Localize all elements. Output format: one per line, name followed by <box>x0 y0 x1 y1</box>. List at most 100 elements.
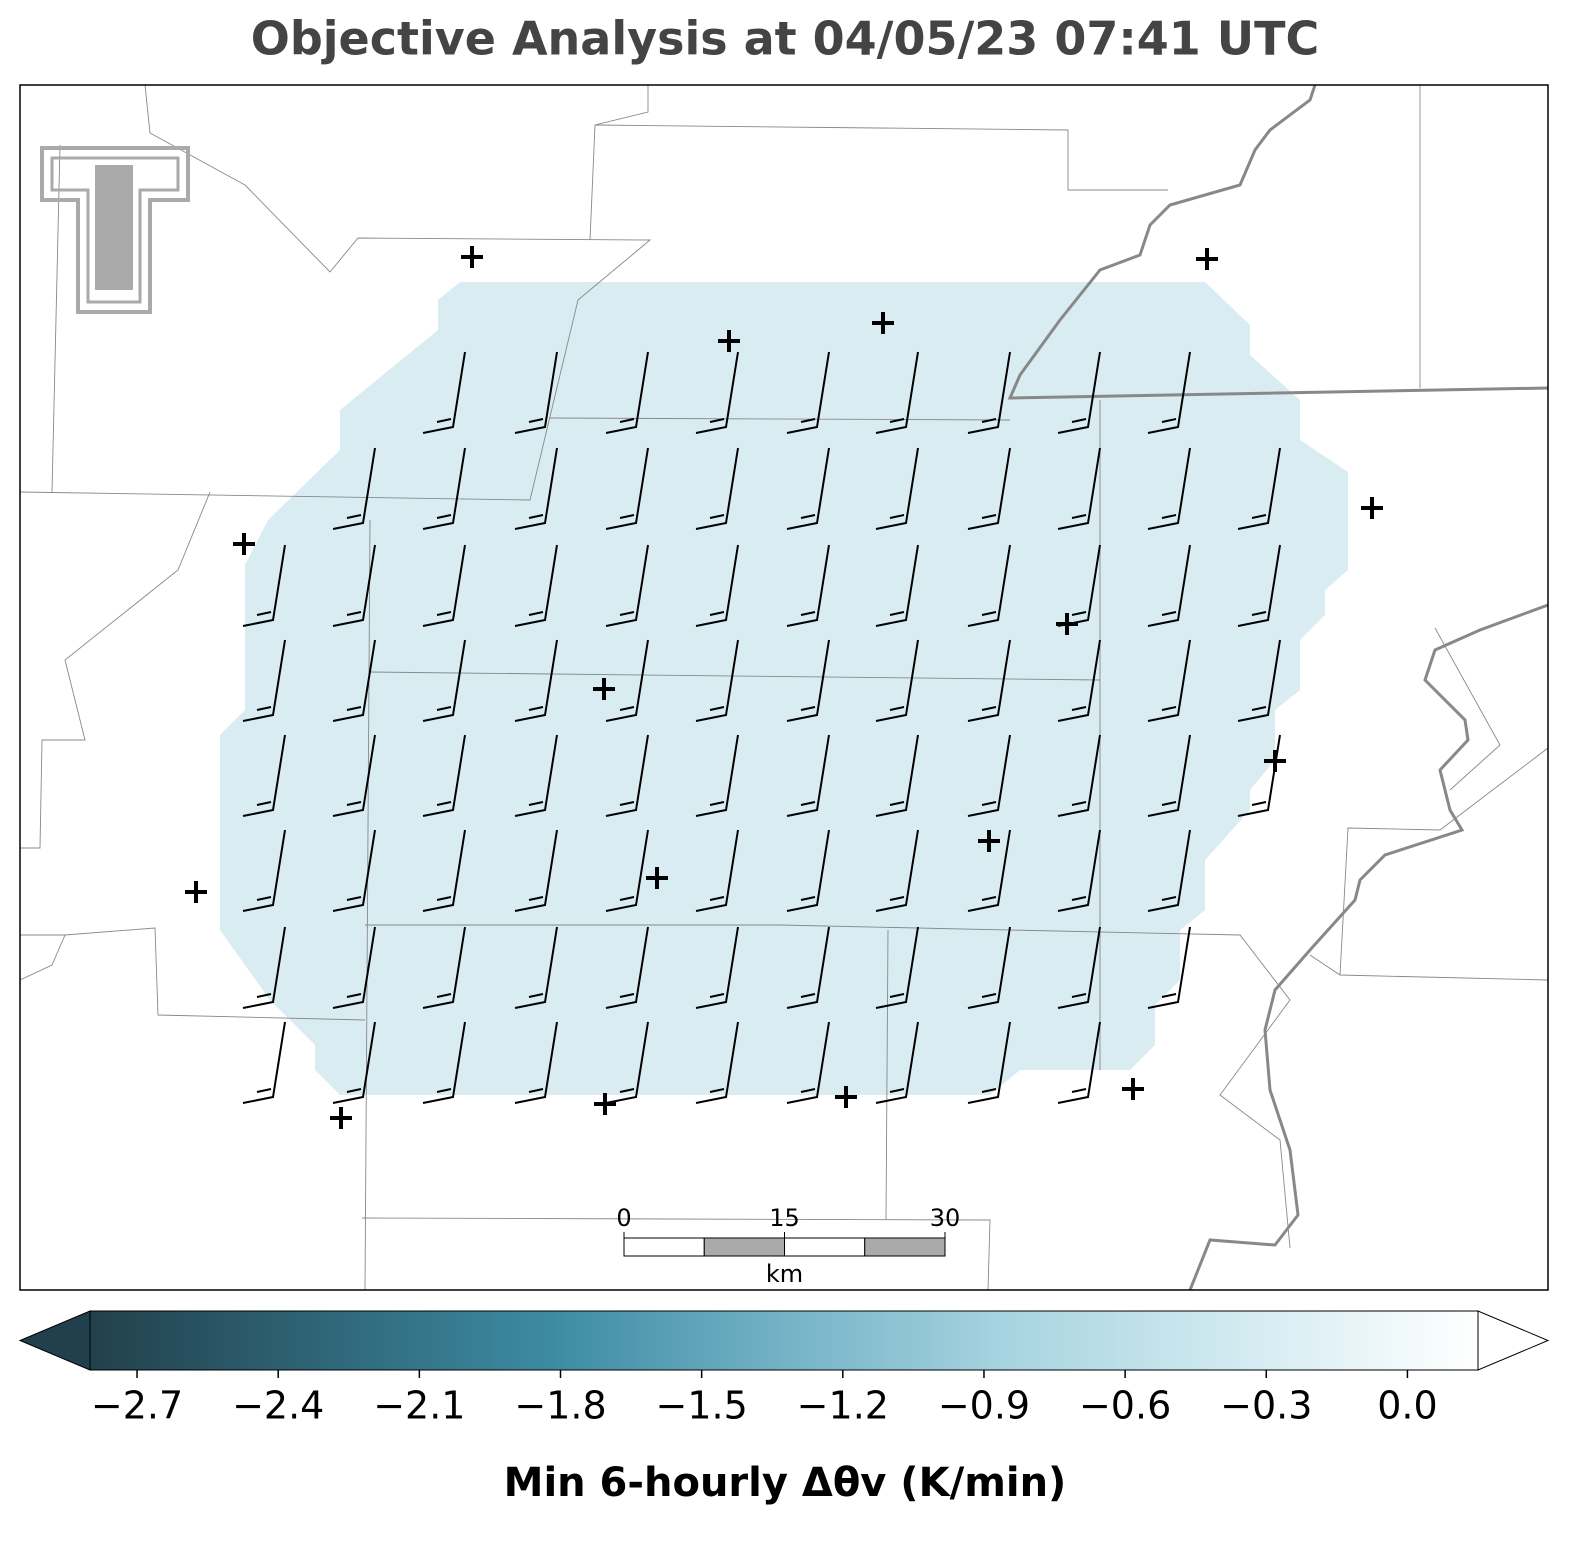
wind-barb <box>1237 639 1281 722</box>
station <box>593 678 615 700</box>
wind-barb <box>605 829 649 912</box>
wind-barb <box>605 1021 649 1104</box>
wind-barb <box>605 926 649 1009</box>
wind-barb <box>875 734 919 817</box>
analysis-field <box>220 282 1348 1095</box>
wind-barb <box>967 544 1011 627</box>
wind-barb <box>514 1021 558 1104</box>
wind-barb <box>786 447 830 530</box>
wind-barb <box>332 544 376 627</box>
wind-barb <box>514 829 558 912</box>
wind-barb <box>695 351 739 434</box>
wind-barb <box>605 734 649 817</box>
colorbar-tick-label: 0.0 <box>1377 1384 1437 1428</box>
station <box>1361 497 1383 519</box>
wind-barb <box>875 351 919 434</box>
wind-barb <box>786 544 830 627</box>
station <box>461 246 483 268</box>
station <box>594 1093 616 1115</box>
wind-barb <box>1237 544 1281 627</box>
wind-barb <box>1057 926 1101 1009</box>
colorbar-label: Min 6-hourly Δθv (K/min) <box>504 1460 1067 1506</box>
wind-barb <box>332 1021 376 1104</box>
wind-barb <box>967 734 1011 817</box>
scale-tick-label: 30 <box>930 1204 961 1232</box>
wind-barb <box>422 639 466 722</box>
wind-barb <box>786 351 830 434</box>
wind-barb <box>875 639 919 722</box>
wind-barb <box>1147 734 1191 817</box>
wind-barb <box>1147 639 1191 722</box>
wind-barb <box>786 1021 830 1104</box>
station <box>835 1086 857 1108</box>
wind-barb <box>422 926 466 1009</box>
wind-barb <box>967 1021 1011 1104</box>
wind-barb <box>967 351 1011 434</box>
wind-barb <box>332 639 376 722</box>
wind-barb <box>332 734 376 817</box>
title: Objective Analysis at 04/05/23 07:41 UTC <box>251 12 1320 66</box>
wind-barb <box>786 734 830 817</box>
wind-barb <box>1237 734 1281 817</box>
wind-barb <box>786 639 830 722</box>
wind-barb <box>242 734 286 817</box>
station <box>330 1107 352 1129</box>
scale-segment <box>864 1237 946 1257</box>
wind-barb <box>875 1021 919 1104</box>
wind-barb <box>695 829 739 912</box>
wind-barb <box>875 829 919 912</box>
colorbar-body <box>90 1311 1478 1370</box>
wind-barb <box>1147 926 1191 1009</box>
scale-tick-label: 15 <box>769 1204 800 1232</box>
wind-barb <box>967 639 1011 722</box>
wind-barbs <box>242 351 1281 1104</box>
colorbar-tick-label: −0.6 <box>1079 1384 1171 1428</box>
wind-barb <box>242 926 286 1009</box>
wind-barb <box>422 734 466 817</box>
wind-barb <box>875 447 919 530</box>
wind-barb <box>422 544 466 627</box>
wind-barb <box>967 926 1011 1009</box>
scale-segment <box>623 1237 705 1257</box>
wind-barb <box>875 544 919 627</box>
scale-segment <box>784 1237 866 1257</box>
wind-barb <box>967 447 1011 530</box>
wind-barb <box>786 926 830 1009</box>
station <box>1196 248 1218 270</box>
colorbar: −2.7 −2.4 −2.1 −1.8 −1.5 −1.2 −0.9 −0.6 −0.3 0.0 <box>18 1310 1550 1428</box>
station <box>872 312 894 334</box>
wind-barb <box>605 544 649 627</box>
wind-barb <box>695 1021 739 1104</box>
colorbar-tick-label: −0.3 <box>1220 1384 1312 1428</box>
county-lines <box>20 85 1548 1290</box>
wind-barb <box>695 734 739 817</box>
wind-barb <box>1057 734 1101 817</box>
wind-barb <box>242 544 286 627</box>
wind-barb <box>1057 639 1101 722</box>
wind-barb <box>242 1021 286 1104</box>
wind-barb <box>242 639 286 722</box>
wind-barb <box>1147 447 1191 530</box>
map <box>20 85 1548 1290</box>
station <box>185 881 207 903</box>
colorbar-tick-label: −2.4 <box>232 1384 324 1428</box>
colorbar-extend-high <box>1477 1310 1550 1371</box>
wind-barb <box>605 447 649 530</box>
wind-barb <box>514 926 558 1009</box>
wind-barb <box>514 544 558 627</box>
rivers-borders <box>1007 85 1548 1290</box>
wind-barb <box>332 447 376 530</box>
wind-barb <box>332 829 376 912</box>
colorbar-extend-low <box>18 1310 91 1371</box>
wind-barb <box>605 351 649 434</box>
colorbar-tick-label: −2.1 <box>373 1384 465 1428</box>
station <box>646 867 668 889</box>
scale-tick-label: 0 <box>616 1204 631 1232</box>
wind-barb <box>514 447 558 530</box>
scale-segment <box>703 1237 785 1257</box>
wind-barb <box>422 829 466 912</box>
wind-barb <box>514 351 558 434</box>
wind-barb <box>1147 829 1191 912</box>
wind-barb <box>514 639 558 722</box>
